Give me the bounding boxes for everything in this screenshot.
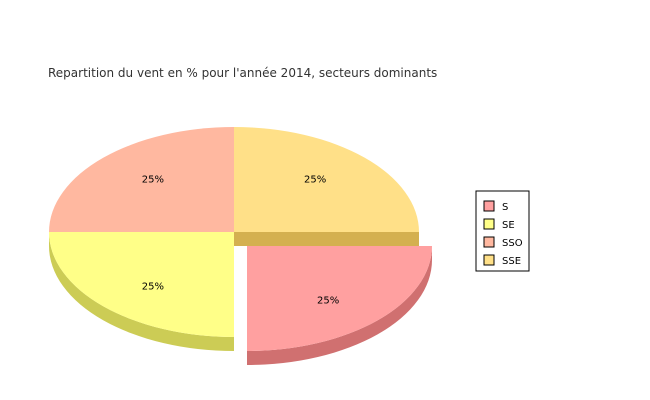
legend-swatch-se bbox=[483, 218, 495, 230]
legend-label-sse: SSE bbox=[502, 256, 521, 267]
slice-label-sso: 25% bbox=[142, 175, 164, 186]
pie-slice-sides bbox=[49, 232, 432, 365]
chart-title: Repartition du vent en % pour l'année 20… bbox=[48, 66, 437, 80]
pie-slice-tops bbox=[49, 127, 432, 351]
legend-label-se: SE bbox=[502, 220, 515, 231]
legend-swatch-s bbox=[483, 200, 495, 212]
slice-label-s: 25% bbox=[317, 295, 339, 306]
pie-slice-sse bbox=[234, 127, 419, 232]
pie-side-se bbox=[49, 232, 234, 351]
pie-edge-sse bbox=[234, 232, 419, 246]
pie-slice-se bbox=[49, 232, 234, 337]
legend-swatch-sso bbox=[483, 236, 495, 248]
pie-side-s bbox=[247, 246, 432, 365]
legend-swatch-sse bbox=[483, 254, 495, 266]
legend-label-s: S bbox=[502, 202, 508, 213]
pie-slice-labels: 25% 25% 25% 25% bbox=[142, 175, 339, 307]
slice-label-sse: 25% bbox=[304, 175, 326, 186]
pie-slice-sso bbox=[49, 127, 234, 232]
slice-label-se: 25% bbox=[142, 281, 164, 292]
legend-label-sso: SSO bbox=[502, 238, 523, 249]
pie-slice-s bbox=[247, 246, 432, 351]
